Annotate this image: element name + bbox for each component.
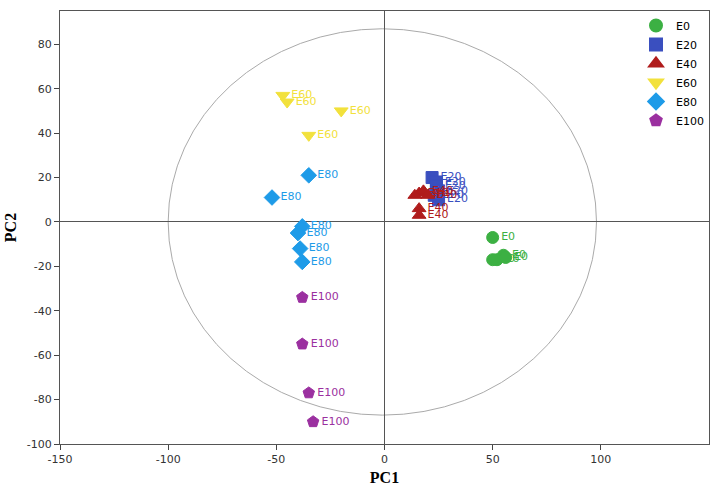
svg-text:E80: E80	[309, 241, 330, 254]
svg-text:E80: E80	[311, 255, 332, 268]
svg-text:E40: E40	[423, 188, 444, 201]
svg-text:E100: E100	[322, 415, 350, 428]
svg-text:E40: E40	[676, 58, 697, 71]
svg-text:E100: E100	[317, 386, 345, 399]
svg-text:E0: E0	[501, 230, 515, 243]
svg-text:E80: E80	[311, 219, 332, 232]
svg-text:E20: E20	[443, 188, 464, 201]
svg-text:E60: E60	[317, 128, 338, 141]
svg-text:100: 100	[590, 453, 611, 466]
svg-text:E20: E20	[441, 170, 462, 183]
svg-text:50: 50	[486, 453, 500, 466]
svg-text:E20: E20	[676, 39, 697, 52]
svg-text:E20: E20	[447, 184, 468, 197]
svg-text:E100: E100	[676, 115, 704, 128]
svg-text:PC2: PC2	[2, 213, 19, 242]
svg-text:E0: E0	[514, 250, 528, 263]
svg-text:E60: E60	[296, 95, 317, 108]
svg-text:-60: -60	[34, 349, 52, 362]
svg-text:-100: -100	[156, 453, 181, 466]
svg-text:E100: E100	[311, 337, 339, 350]
svg-text:E40: E40	[436, 188, 457, 201]
svg-text:PC1: PC1	[370, 469, 399, 486]
svg-text:-50: -50	[267, 453, 285, 466]
svg-text:E40: E40	[428, 208, 449, 221]
svg-text:E60: E60	[676, 77, 697, 90]
svg-text:E0: E0	[676, 20, 690, 33]
svg-text:80: 80	[38, 38, 52, 51]
svg-text:E100: E100	[311, 290, 339, 303]
svg-text:40: 40	[38, 127, 52, 140]
svg-text:E80: E80	[306, 226, 327, 239]
svg-text:E0: E0	[505, 252, 519, 265]
svg-text:E0: E0	[512, 248, 526, 261]
svg-text:-40: -40	[34, 305, 52, 318]
svg-text:60: 60	[38, 83, 52, 96]
svg-text:-80: -80	[34, 393, 52, 406]
svg-text:E60: E60	[291, 88, 312, 101]
svg-text:E20: E20	[447, 192, 468, 205]
svg-text:E20: E20	[445, 175, 466, 188]
svg-text:E20: E20	[445, 179, 466, 192]
svg-text:E60: E60	[350, 104, 371, 117]
svg-text:E0: E0	[501, 252, 515, 265]
svg-text:E80: E80	[676, 96, 697, 109]
svg-text:E80: E80	[317, 168, 338, 181]
svg-text:E40: E40	[428, 186, 449, 199]
svg-text:-100: -100	[27, 438, 52, 451]
svg-text:E40: E40	[428, 201, 449, 214]
svg-text:E40: E40	[432, 184, 453, 197]
svg-text:20: 20	[38, 171, 52, 184]
svg-text:-20: -20	[34, 260, 52, 273]
svg-text:E80: E80	[281, 190, 302, 203]
svg-text:0: 0	[45, 216, 52, 229]
svg-text:0: 0	[381, 453, 388, 466]
svg-text:-150: -150	[48, 453, 73, 466]
